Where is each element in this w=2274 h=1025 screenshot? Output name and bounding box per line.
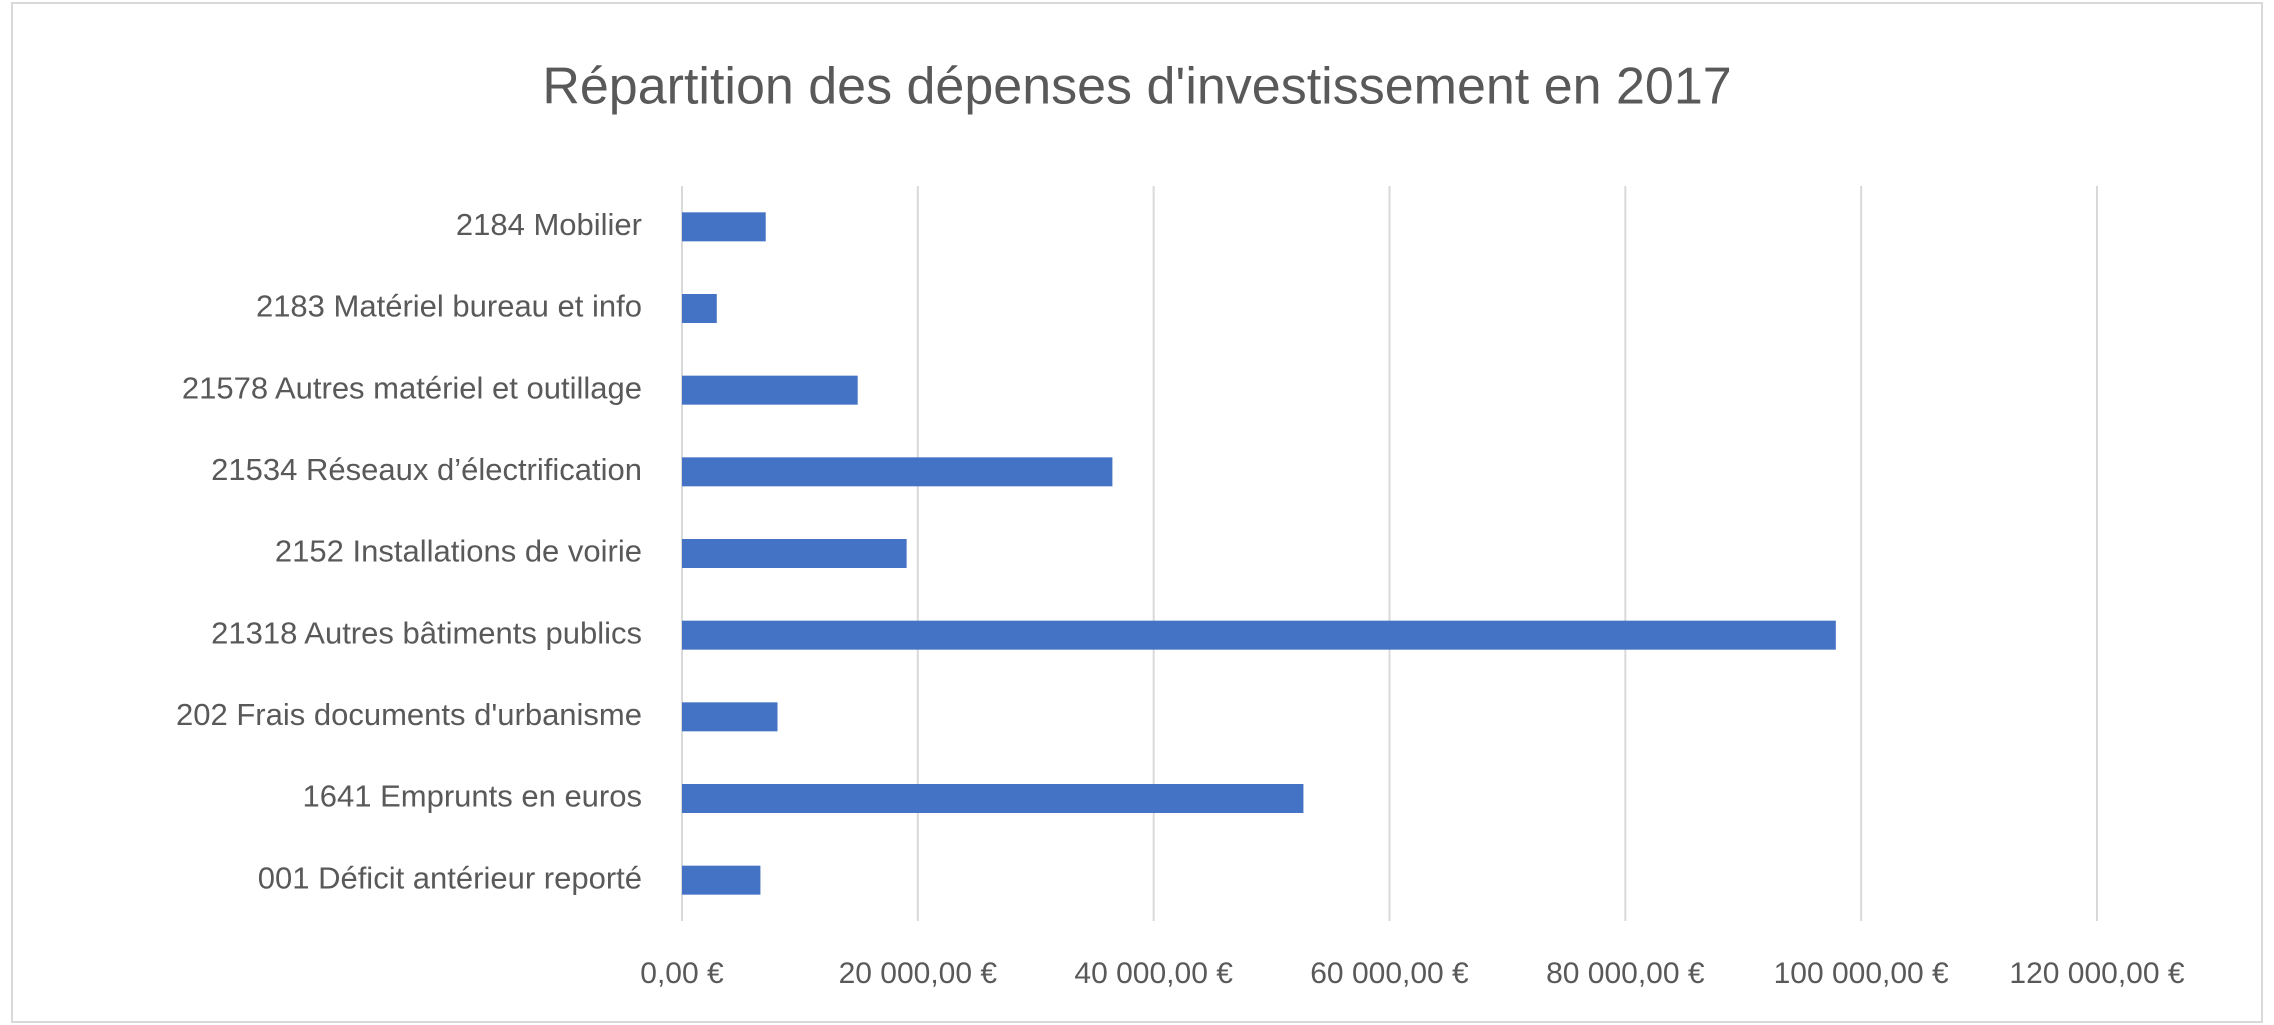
y-tick-label: 2183 Matériel bureau et info (256, 289, 642, 324)
bar (682, 865, 761, 895)
y-tick-label: 2184 Mobilier (456, 207, 642, 242)
x-tick-label: 0,00 € (640, 957, 724, 990)
y-tick-label: 202 Frais documents d'urbanisme (176, 697, 642, 732)
bar (682, 212, 766, 242)
x-tick-label: 120 000,00 € (2009, 957, 2184, 990)
y-tick-label: 21578 Autres matériel et outillage (182, 370, 642, 405)
bar (682, 375, 858, 405)
y-tick-label: 21534 Réseaux d’électrification (211, 452, 642, 487)
y-tick-label: 001 Déficit antérieur reporté (258, 860, 642, 895)
bar (682, 702, 778, 732)
x-tick-label: 60 000,00 € (1310, 957, 1469, 990)
bar (682, 620, 1836, 650)
y-tick-label: 2152 Installations de voirie (275, 534, 642, 569)
bar (682, 784, 1304, 813)
y-tick-label: 1641 Emprunts en euros (303, 779, 643, 814)
x-tick-label: 80 000,00 € (1546, 957, 1705, 990)
chart-title: Répartition des dépenses d'investissemen… (542, 58, 1731, 116)
chart-border (11, 2, 2263, 1023)
x-tick-label: 20 000,00 € (839, 957, 998, 990)
bar (682, 539, 907, 568)
bar (682, 457, 1113, 487)
x-tick-label: 100 000,00 € (1774, 957, 1949, 990)
y-tick-label: 21318 Autres bâtiments publics (211, 615, 642, 650)
x-tick-label: 40 000,00 € (1074, 957, 1233, 990)
bar (682, 294, 717, 323)
